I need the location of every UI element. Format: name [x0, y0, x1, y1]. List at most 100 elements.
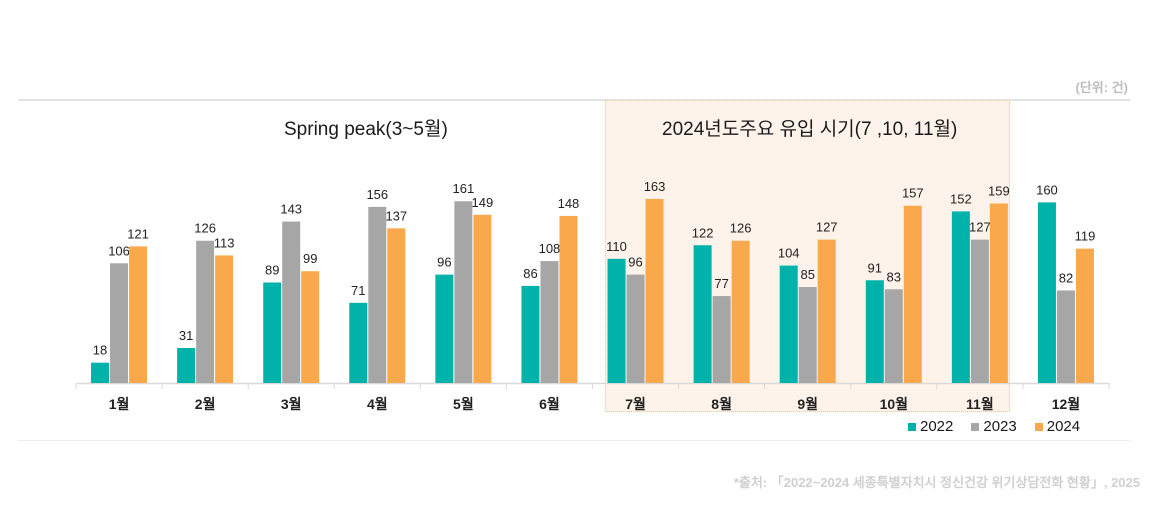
- data-label-2024-10: 157: [902, 186, 924, 201]
- data-label-2023-3: 143: [280, 202, 302, 217]
- bar-2023-11: [970, 239, 989, 383]
- x-tick-label: 10월: [880, 396, 908, 412]
- bar-2022-4: [349, 302, 368, 383]
- x-tick-label: 2월: [195, 396, 216, 412]
- data-label-2022-12: 160: [1036, 182, 1058, 197]
- x-tick-label: 4월: [367, 396, 388, 412]
- bar-2023-1: [110, 263, 129, 383]
- data-label-2022-5: 96: [437, 255, 451, 270]
- data-label-2024-12: 119: [1075, 229, 1096, 244]
- legend-item-2024: 2024: [1034, 418, 1081, 435]
- bar-2022-9: [779, 265, 798, 383]
- bar-2022-6: [521, 285, 540, 383]
- data-label-2023-10: 83: [887, 269, 901, 284]
- data-label-2024-5: 149: [472, 195, 494, 210]
- x-tick-label: 8월: [711, 396, 732, 412]
- data-label-2023-9: 85: [800, 267, 814, 282]
- main-inflow-annotation: 2024년도주요 유입 시기(7 ,10, 11월): [662, 119, 958, 140]
- legend-label-2022: 2022: [920, 418, 954, 435]
- data-label-2023-12: 82: [1059, 270, 1073, 285]
- bar-2022-2: [177, 348, 196, 383]
- bar-2024-2: [215, 255, 234, 383]
- x-tick-label: 12월: [1052, 396, 1080, 412]
- data-label-2022-2: 31: [179, 328, 193, 343]
- top-divider: [18, 99, 1130, 101]
- bar-2024-3: [301, 271, 320, 383]
- data-label-2022-11: 152: [950, 191, 972, 206]
- data-label-2023-2: 126: [194, 221, 216, 236]
- bar-2024-1: [129, 246, 148, 383]
- data-label-2024-11: 159: [988, 183, 1010, 198]
- legend: 2022 2023 2024: [908, 418, 1080, 435]
- spring-peak-annotation: Spring peak(3~5월): [284, 119, 448, 140]
- bar-2024-12: [1075, 248, 1094, 383]
- bar-2022-3: [263, 282, 282, 383]
- unit-label: (단위: 건): [1075, 80, 1128, 95]
- x-tick-label: 5월: [453, 396, 474, 412]
- bar-2023-8: [712, 296, 731, 383]
- bar-2024-8: [731, 240, 750, 383]
- data-label-2023-4: 156: [366, 187, 388, 202]
- bar-2022-12: [1037, 202, 1056, 383]
- bar-2022-5: [435, 274, 454, 383]
- data-label-2022-4: 71: [351, 283, 365, 298]
- x-tick-label: 11월: [966, 396, 994, 412]
- bar-2024-9: [817, 239, 836, 383]
- bar-2023-6: [540, 261, 559, 383]
- data-label-2023-1: 106: [108, 243, 130, 258]
- legend-swatch-2024: [1034, 422, 1043, 431]
- bar-2023-7: [626, 274, 645, 383]
- bar-2023-5: [454, 201, 473, 383]
- bottom-divider: [18, 440, 1130, 441]
- bar-2024-10: [903, 205, 922, 383]
- data-label-2024-1: 121: [127, 226, 149, 241]
- bar-2024-11: [989, 203, 1008, 383]
- legend-item-2022: 2022: [908, 418, 953, 435]
- data-label-2022-9: 104: [778, 246, 800, 261]
- bar-2023-9: [798, 287, 817, 383]
- data-label-2023-7: 96: [628, 255, 642, 270]
- bar-2022-11: [951, 211, 970, 383]
- data-label-2023-11: 127: [969, 220, 991, 235]
- bar-2022-10: [865, 280, 884, 383]
- x-tick-label: 9월: [797, 396, 818, 412]
- bar-2023-2: [196, 240, 215, 383]
- bar-2024-4: [387, 228, 406, 383]
- source-note: *출처: 「2022~2024 세종특별자치시 정신건강 위기상담전화 현황」,…: [733, 475, 1140, 490]
- bar-2022-7: [607, 258, 626, 383]
- data-label-2024-2: 113: [214, 235, 235, 250]
- data-label-2022-1: 18: [93, 343, 107, 358]
- data-label-2024-3: 99: [303, 251, 317, 266]
- legend-label-2024: 2024: [1046, 418, 1081, 435]
- x-tick-label: 1월: [109, 396, 130, 412]
- data-label-2023-6: 108: [539, 241, 561, 256]
- bar-2022-8: [693, 245, 712, 383]
- x-tick-label: 6월: [539, 396, 560, 412]
- x-tick-label: 7월: [625, 396, 646, 412]
- bar-2022-1: [91, 362, 110, 383]
- legend-label-2023: 2023: [983, 418, 1017, 435]
- data-label-2024-7: 163: [644, 179, 666, 194]
- data-label-2022-10: 91: [868, 260, 882, 275]
- bar-2023-12: [1056, 290, 1075, 383]
- x-tick-label: 3월: [281, 396, 302, 412]
- data-label-2022-8: 122: [692, 225, 714, 240]
- bar-2023-4: [368, 206, 387, 383]
- data-label-2023-5: 161: [453, 181, 475, 196]
- data-label-2024-4: 137: [385, 208, 407, 223]
- bar-2023-3: [282, 221, 301, 383]
- data-label-2024-9: 127: [816, 220, 838, 235]
- bar-2024-5: [473, 214, 492, 383]
- bar-2024-7: [645, 198, 664, 383]
- legend-swatch-2022: [908, 422, 916, 431]
- data-label-2022-6: 86: [523, 266, 537, 281]
- bar-2024-6: [559, 215, 578, 383]
- legend-item-2023: 2023: [971, 418, 1017, 435]
- data-label-2024-6: 148: [558, 196, 580, 211]
- data-label-2023-8: 77: [714, 276, 728, 291]
- data-label-2022-7: 110: [606, 239, 627, 254]
- bar-2023-10: [884, 289, 903, 383]
- data-label-2022-3: 89: [265, 263, 279, 278]
- legend-swatch-2023: [971, 422, 980, 431]
